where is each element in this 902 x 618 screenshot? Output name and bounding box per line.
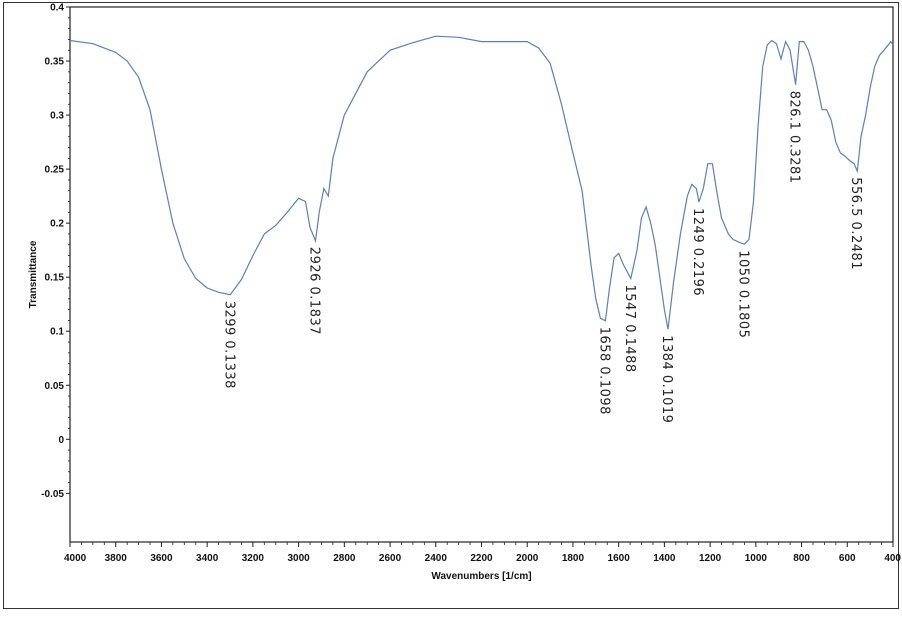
x-tick-label: 2400 xyxy=(425,553,448,564)
x-tick-label: 1000 xyxy=(745,553,768,564)
peak-label: 3299 0.1338 xyxy=(221,301,236,389)
y-tick-label: 0.4 xyxy=(50,3,64,14)
x-tick-label: 1600 xyxy=(608,553,631,564)
y-tick-label: 0.35 xyxy=(45,57,65,68)
peak-label: 1050 0.1805 xyxy=(735,250,750,338)
peak-labels: 3299 0.1338 2926 0.1837 1658 0.1098 1547 0.… xyxy=(221,91,863,424)
peak-label: 1249 0.2196 xyxy=(690,208,705,296)
peak-label: 1547 0.1488 xyxy=(622,285,637,373)
x-tick-label: 2200 xyxy=(470,553,493,564)
y-tick-label: 0 xyxy=(58,435,64,446)
x-tick-label: 4000 xyxy=(64,553,87,564)
x-tick-label: 3800 xyxy=(105,553,128,564)
y-tick-label: 0.15 xyxy=(45,273,65,284)
x-tick-label: 800 xyxy=(793,553,810,564)
y-tick-label: -0.05 xyxy=(41,489,64,500)
outer-frame xyxy=(3,2,899,609)
peak-label: 1658 0.1098 xyxy=(596,327,611,415)
y-tick-label: 0.3 xyxy=(50,111,64,122)
x-tick-label: 1800 xyxy=(562,553,585,564)
x-tick-label: 3400 xyxy=(196,553,219,564)
y-tick-label: 0.25 xyxy=(45,165,65,176)
x-tick-label: 400 xyxy=(884,553,901,564)
x-tick-label: 600 xyxy=(839,553,856,564)
x-tick-label: 3600 xyxy=(150,553,173,564)
peak-label: 556.5 0.2481 xyxy=(848,177,863,270)
x-tick-label: 2800 xyxy=(333,553,356,564)
peak-label: 1384 0.1019 xyxy=(659,335,674,423)
series-line-spectrum xyxy=(69,35,894,330)
x-tick-label: 1200 xyxy=(699,553,722,564)
x-tick-label: 2600 xyxy=(379,553,402,564)
y-tick-label: 0.05 xyxy=(45,381,65,392)
y-tick-label: 0.2 xyxy=(50,219,64,230)
x-tick-label: 1400 xyxy=(653,553,676,564)
peak-label: 826.1 0.3281 xyxy=(787,91,802,184)
x-tick-label: 3200 xyxy=(242,553,265,564)
x-axis-title: Wavenumbers [1/cm] xyxy=(431,571,531,582)
x-tick-label: 2000 xyxy=(516,553,539,564)
peak-label: 2926 0.1837 xyxy=(307,247,322,335)
y-axis-title: Transmittance xyxy=(28,240,39,308)
y-tick-label: 0.1 xyxy=(50,327,64,338)
x-axis-ticks: 4000 3800 3600 3400 3200 3000 2800 2600 2400 2200… xyxy=(64,542,901,564)
x-tick-label: 3000 xyxy=(287,553,310,564)
y-axis-ticks: 0.4 0.35 0.3 0.25 0.2 0.15 0.1 0.05 0 -0.05 xyxy=(41,3,70,500)
